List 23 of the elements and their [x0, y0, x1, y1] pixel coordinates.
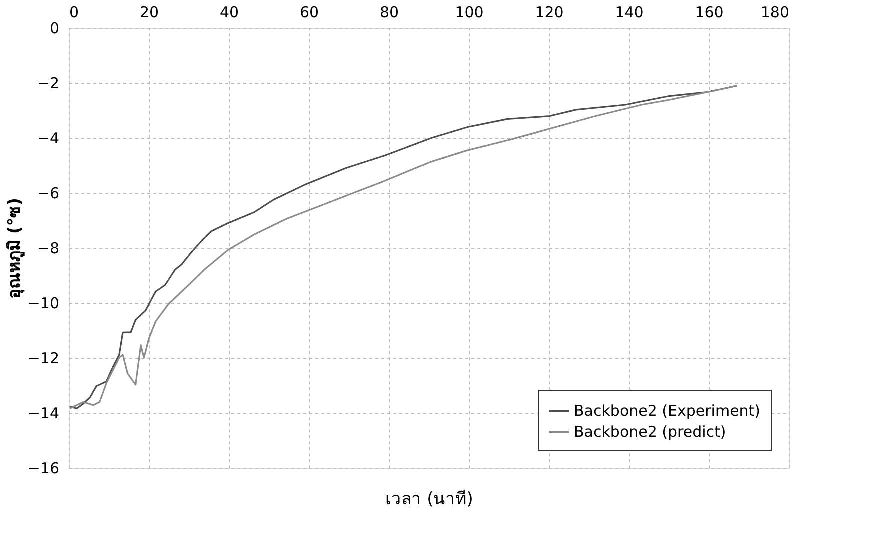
y-tick-label: −8 [37, 240, 60, 258]
y-tick-label: −12 [28, 350, 60, 368]
legend-label: Backbone2 (predict) [574, 423, 726, 441]
x-tick-label: 120 [535, 4, 564, 22]
y-tick-label: −6 [37, 184, 60, 202]
y-tick-label: −2 [37, 74, 60, 92]
legend-label: Backbone2 (Experiment) [574, 402, 761, 420]
y-tick-label: −10 [28, 294, 60, 312]
x-tick-label: 20 [140, 4, 160, 22]
y-axis-title: อุณหภูมิ (°ซ) [4, 198, 26, 299]
x-tick-label: 40 [220, 4, 240, 22]
y-tick-label: −14 [28, 404, 60, 422]
x-axis-title: เวลา (นาที) [386, 490, 474, 510]
y-tick-label: −16 [28, 460, 60, 478]
x-tick-label: 140 [615, 4, 644, 22]
y-tick-label: 0 [50, 20, 60, 38]
x-tick-label: 180 [760, 4, 790, 22]
x-tick-label: 80 [380, 4, 400, 22]
x-tick-label: 100 [455, 4, 484, 22]
y-tick-label: −4 [37, 130, 60, 148]
x-tick-label: 60 [300, 4, 320, 22]
x-tick-label: 0 [70, 4, 80, 22]
x-tick-label: 160 [695, 4, 724, 22]
